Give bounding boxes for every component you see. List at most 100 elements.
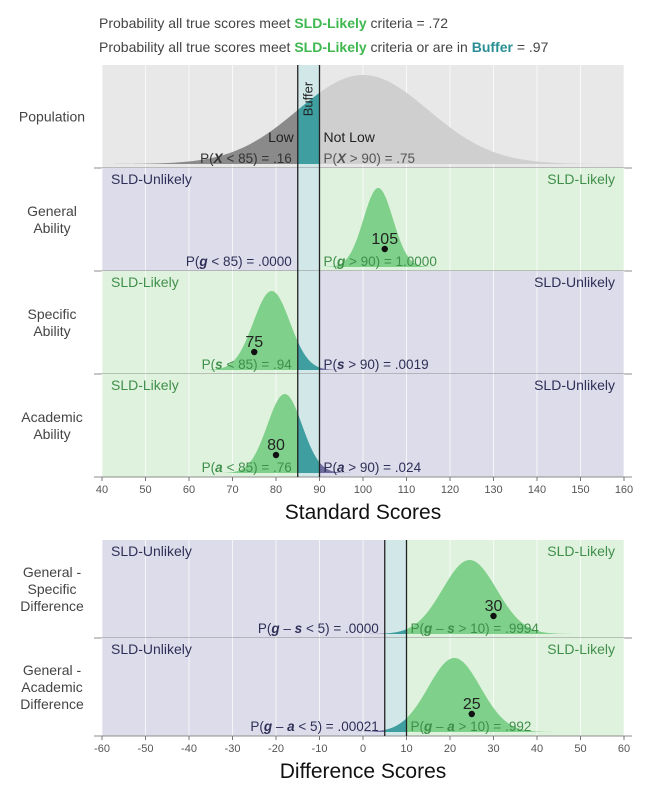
x-tick-label: 140 [528, 484, 546, 496]
right-probability: P(a > 90) = .024 [324, 460, 422, 475]
x-tick-label: 80 [270, 484, 282, 496]
x-tick-label: 160 [615, 484, 633, 496]
right-probability-part-4: > 90) = .0019 [345, 357, 429, 372]
left-probability: P(a < 85) = .76 [202, 460, 292, 475]
row-label: Ability [33, 426, 70, 442]
row-label: General [27, 203, 77, 219]
right-probability-part-0: P( [324, 460, 338, 475]
left-probability-part-0: P( [258, 621, 272, 636]
summary-line-1-prefix: Probability all true scores meet [99, 15, 294, 31]
right-probability-part-2: – [432, 621, 447, 636]
row-label: Specific [27, 581, 76, 597]
observed-score-label: 25 [463, 696, 481, 713]
summary-line-1: Probability all true scores meet SLD-Lik… [99, 15, 448, 31]
x-tick-label: 0 [360, 743, 366, 755]
x-axis-title: Standard Scores [285, 501, 441, 524]
summary-line-2-prefix: Probability all true scores meet [99, 39, 294, 55]
right-probability: P(g – s > 10) = .9994 [411, 621, 540, 636]
x-tick-label: -50 [138, 743, 154, 755]
left-probability-part-0: P( [202, 460, 216, 475]
left-probability-part-4: < 85) = .0000 [208, 254, 292, 269]
row-population: Population Low Not Low P(X < 85) = .16 P(X >… [19, 65, 632, 168]
x-tick-label: 40 [96, 484, 108, 496]
right-zone-label: SLD-Unlikely [534, 377, 615, 393]
right-probability-part-4: > 90) = .75 [346, 151, 415, 166]
left-probability-part-2: – [272, 719, 287, 734]
right-probability-part-0: P( [324, 357, 338, 372]
row-label: General - [23, 662, 82, 678]
x-tick-label: 10 [400, 743, 412, 755]
left-probability: P(X < 85) = .16 [200, 151, 292, 166]
right-probability-part-4: > 10) = .992 [455, 719, 532, 734]
low-label: Low [268, 129, 295, 145]
left-probability-part-0: P( [186, 254, 200, 269]
row-label: Difference [20, 598, 84, 614]
left-probability-part-4: < 85) = .76 [223, 460, 292, 475]
row-label: Specific [27, 306, 76, 322]
x-axis-title: Difference Scores [280, 760, 447, 783]
x-tick-label: -10 [312, 743, 328, 755]
x-tick-label: 110 [398, 484, 416, 496]
x-tick-label: 20 [444, 743, 456, 755]
observed-score-label: 105 [371, 231, 398, 248]
buffer-label: Buffer [301, 81, 316, 116]
left-probability-part-4: < 85) = .16 [223, 151, 292, 166]
right-probability: P(X > 90) = .75 [324, 151, 416, 166]
right-probability: P(g > 90) = 1.0000 [324, 254, 437, 269]
left-zone-label: SLD-Unlikely [111, 543, 192, 559]
right-probability-part-0: P( [411, 719, 425, 734]
left-probability: P(g – s < 5) = .0000 [258, 621, 379, 636]
left-zone-label: SLD-Unlikely [111, 171, 192, 187]
x-tick-label: -20 [268, 743, 284, 755]
observed-score-label: 80 [267, 437, 285, 454]
observed-score-label: 75 [245, 334, 263, 351]
x-tick-label: 60 [183, 484, 195, 496]
row-label: Ability [33, 323, 70, 339]
not-low-label: Not Low [324, 129, 376, 145]
x-tick-label: -40 [181, 743, 197, 755]
right-probability-part-0: P( [411, 621, 425, 636]
buffer-zone-background [385, 540, 407, 638]
right-probability-part-4: > 10) = .9994 [455, 621, 540, 636]
row-label: Ability [33, 220, 70, 236]
x-tick-label: -30 [225, 743, 241, 755]
right-zone-label: SLD-Likely [547, 543, 615, 559]
left-probability-part-0: P( [202, 357, 216, 372]
right-probability: P(g – a > 10) = .992 [411, 719, 532, 734]
x-tick-label: 60 [618, 743, 630, 755]
row-label: Population [19, 109, 85, 125]
left-probability-part-0: P( [250, 719, 264, 734]
x-tick-label: 100 [354, 484, 372, 496]
summary-line-2-buffer: Buffer [472, 39, 514, 55]
left-probability-part-4: < 5) = .00021 [295, 719, 379, 734]
left-zone-label: SLD-Unlikely [111, 641, 192, 657]
left-zone-label: SLD-Likely [111, 377, 179, 393]
x-tick-label: 130 [484, 484, 502, 496]
row-label: Academic [21, 409, 82, 425]
left-probability: P(g < 85) = .0000 [186, 254, 292, 269]
x-tick-label: 120 [441, 484, 459, 496]
x-tick-label: 30 [487, 743, 499, 755]
x-tick-label: 50 [574, 743, 586, 755]
summary-line-1-sld-likely: SLD-Likely [294, 15, 367, 31]
right-probability-part-4: > 90) = .024 [345, 460, 422, 475]
left-probability: P(s < 85) = .94 [202, 357, 293, 372]
right-zone-label: SLD-Likely [547, 641, 615, 657]
x-tick-label: 50 [139, 484, 151, 496]
summary-line-2-suffix: = .97 [513, 39, 549, 55]
left-probability: P(g – a < 5) = .00021 [250, 719, 378, 734]
standard-scores-panel: Population Low Not Low P(X < 85) = .16 P(X >… [19, 65, 633, 524]
summary-line-1-suffix: criteria = .72 [367, 15, 449, 31]
x-tick-label: 70 [226, 484, 238, 496]
x-tick-label: 150 [571, 484, 589, 496]
right-probability-part-4: > 90) = 1.0000 [345, 254, 437, 269]
row-label: General - [23, 564, 82, 580]
left-probability-part-0: P( [200, 151, 214, 166]
